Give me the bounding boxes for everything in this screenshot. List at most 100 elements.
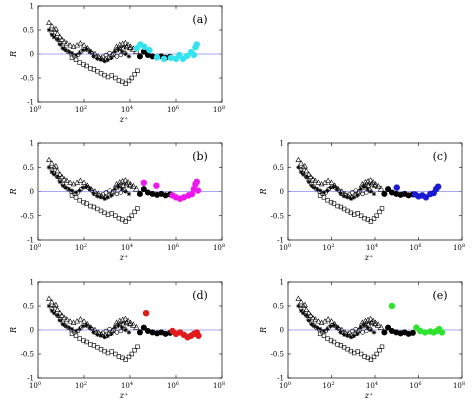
- open-circle-point: [103, 52, 109, 58]
- star-point: [69, 188, 75, 193]
- star-point: [355, 193, 360, 198]
- star-point: [80, 47, 86, 53]
- square-point: [123, 357, 128, 362]
- star-point: [365, 186, 370, 192]
- triangle-point: [116, 41, 124, 48]
- star-point: [368, 189, 374, 194]
- square-point: [73, 333, 79, 338]
- star-point: [126, 191, 132, 197]
- open-circle-point: [103, 328, 109, 334]
- colored-point: [183, 52, 191, 60]
- triangle-point: [307, 312, 314, 318]
- panel-label: (b): [192, 150, 208, 163]
- filled-black-point: [385, 186, 392, 193]
- open-circle-point: [100, 54, 105, 60]
- panel-5: -1 -0.5 0 0.5 1 100 102 104 106 108 z⁺ R (e): [259, 279, 465, 401]
- triangle-point: [377, 185, 385, 192]
- square-point: [84, 339, 89, 345]
- square-point: [123, 81, 128, 86]
- star-point: [298, 308, 304, 313]
- colored-point: [142, 310, 150, 317]
- square-point: [132, 347, 137, 353]
- x-tick-label: 100: [29, 381, 41, 390]
- x-tick-label: 102: [75, 243, 87, 252]
- square-point: [358, 351, 364, 357]
- panel-label: (d): [192, 289, 208, 302]
- star-point: [317, 326, 323, 332]
- colored-point: [146, 46, 153, 54]
- y-tick-label: -0.5: [21, 212, 35, 220]
- open-circle-point: [323, 190, 329, 195]
- y-axis-title: R: [259, 327, 268, 334]
- triangle-point: [374, 182, 382, 190]
- star-point: [334, 325, 340, 330]
- star-point: [301, 311, 306, 316]
- filled-black-point: [140, 324, 147, 331]
- open-circle-point: [304, 174, 309, 180]
- filled-black-point: [136, 190, 143, 197]
- open-circle-point: [326, 186, 331, 192]
- y-tick-label: -1: [27, 375, 34, 383]
- panel-4: -1 -0.5 0 0.5 1 100 102 104 106 108 z⁺ R (d): [9, 279, 225, 401]
- y-tick-label: 0.5: [273, 164, 284, 172]
- star-point: [57, 179, 63, 184]
- colored-point: [434, 183, 442, 190]
- x-axis-title: z⁺: [119, 253, 128, 262]
- star-point: [98, 195, 104, 200]
- triangle-point: [61, 38, 68, 45]
- y-axis-title: R: [259, 188, 268, 195]
- star-point: [98, 333, 104, 338]
- triangle-point: [362, 182, 369, 188]
- triangle-point: [67, 179, 74, 185]
- square-point: [331, 201, 337, 206]
- triangle-point: [301, 163, 308, 169]
- x-tick-label: 108: [213, 243, 225, 252]
- x-tick-label: 104: [366, 381, 378, 390]
- open-circle-point: [314, 325, 319, 330]
- x-tick-label: 106: [409, 243, 421, 252]
- square-point: [362, 215, 367, 221]
- triangle-point: [310, 314, 316, 321]
- open-circle-point: [304, 313, 309, 318]
- star-point: [109, 331, 114, 337]
- star-point: [314, 186, 320, 192]
- open-circle-point: [65, 325, 71, 330]
- triangle-point: [98, 55, 105, 61]
- y-tick-label: 0.5: [23, 27, 34, 35]
- square-point: [368, 357, 374, 362]
- triangle-point: [122, 39, 129, 46]
- open-circle-point: [122, 188, 128, 193]
- triangle-point: [84, 320, 91, 327]
- y-tick-label: -0.5: [21, 75, 35, 83]
- triangle-point: [87, 324, 94, 330]
- triangle-point: [77, 316, 84, 322]
- y-tick-label: 0: [280, 188, 284, 196]
- star-point: [51, 172, 57, 177]
- x-tick-label: 104: [366, 243, 378, 252]
- star-point: [112, 325, 118, 330]
- star-point: [55, 37, 60, 42]
- triangle-point: [51, 26, 58, 33]
- panel-1: -1 -0.5 0 0.5 1 100 102 104 106 108 z⁺ R (a): [9, 3, 225, 125]
- square-point: [374, 351, 379, 357]
- x-tick-label: 108: [453, 243, 465, 252]
- triangle-point: [77, 177, 84, 183]
- triangle-point: [300, 163, 307, 170]
- open-circle-point: [367, 326, 373, 332]
- star-point: [298, 169, 304, 175]
- triangle-point: [57, 33, 63, 40]
- star-point: [87, 325, 93, 330]
- star-point: [119, 49, 125, 54]
- square-point: [81, 62, 86, 67]
- star-point: [331, 323, 337, 328]
- star-point: [368, 327, 374, 333]
- triangle-point: [70, 43, 77, 49]
- y-tick-label: 0.5: [23, 164, 34, 172]
- open-circle-point: [346, 330, 352, 336]
- panel-2: -1 -0.5 0 0.5 1 100 102 104 106 108 z⁺ R (b): [9, 140, 225, 263]
- triangle-point: [81, 42, 87, 48]
- star-point: [109, 55, 114, 61]
- open-circle-point: [364, 328, 369, 334]
- triangle-point: [295, 295, 302, 301]
- triangle-point: [46, 19, 52, 25]
